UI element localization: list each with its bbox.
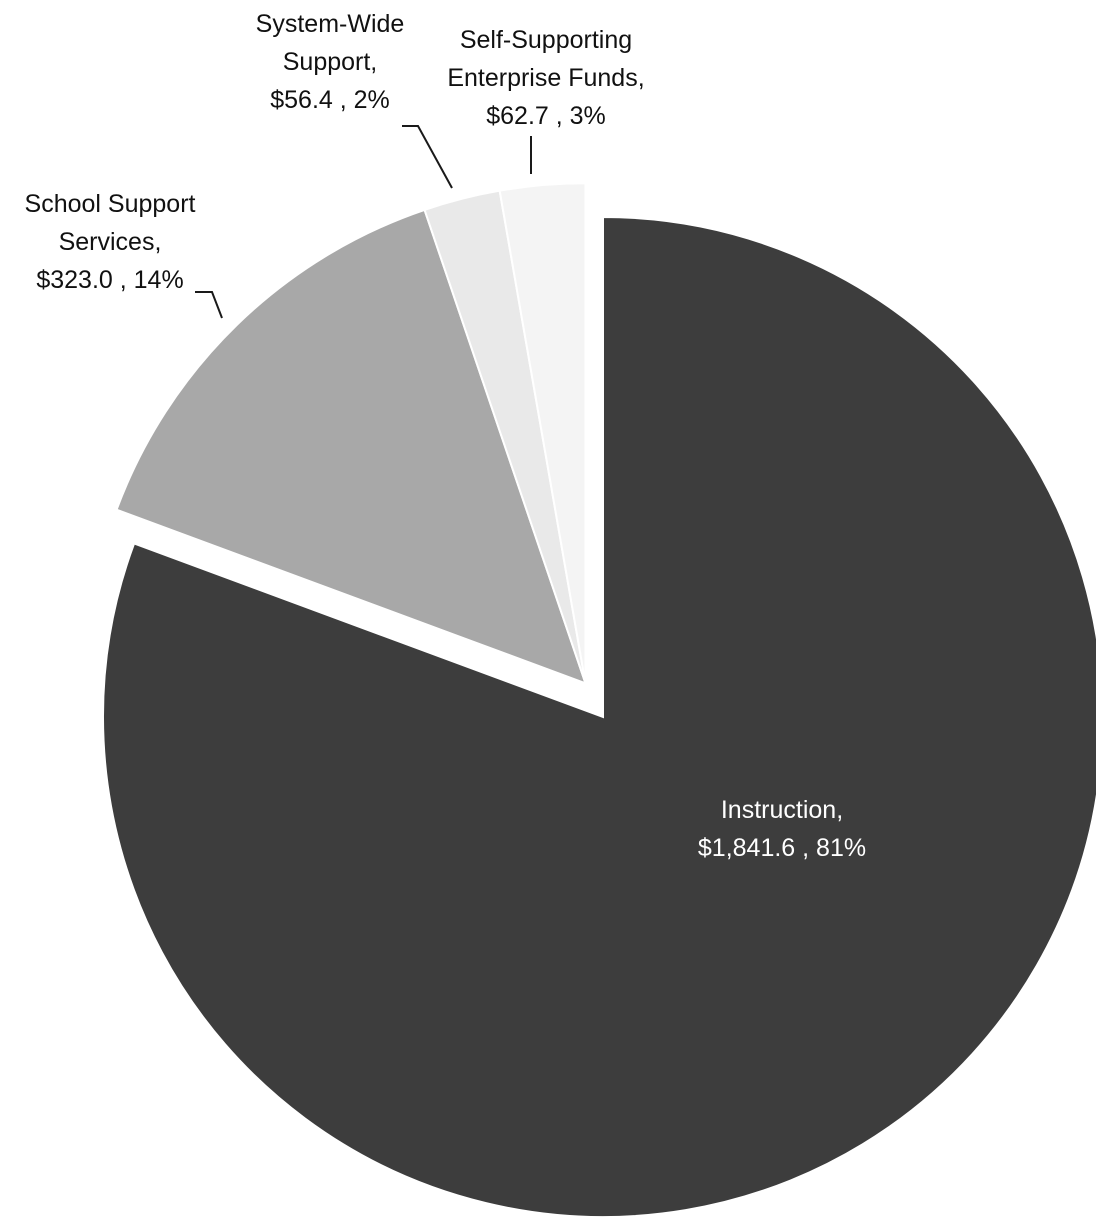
data-label-self-supporting-enterprise-funds: Self-Supporting Enterprise Funds, $62.7 , …: [447, 26, 644, 130]
labels-layer: Instruction, $1,841.6 , 81% School Support…: [25, 10, 867, 862]
data-label-line: $62.7 , 3%: [486, 102, 606, 130]
data-label-line: $56.4 , 2%: [270, 86, 390, 114]
data-label-line: School Support: [25, 190, 196, 218]
data-label-line: System-Wide: [256, 10, 405, 38]
pie-slice-instruction: [102, 215, 1096, 1218]
data-label-line: $323.0 , 14%: [36, 266, 183, 294]
data-label-line: Support,: [283, 48, 378, 76]
data-label-line: Services,: [59, 228, 162, 256]
slices-layer: [102, 182, 1096, 1218]
pie-slice-school-support-services: [115, 208, 588, 685]
data-label-line: Self-Supporting: [460, 26, 632, 54]
leader-line-school-support-services: [195, 291, 223, 319]
data-label-line: Instruction,: [721, 796, 843, 824]
data-label-line: Enterprise Funds,: [447, 64, 644, 92]
data-label-school-support-services: School Support Services, $323.0 , 14%: [25, 190, 196, 294]
leader-lines-layer: [195, 125, 532, 319]
data-label-system-wide-support: System-Wide Support, $56.4 , 2%: [256, 10, 405, 114]
data-label-line: $1,841.6 , 81%: [698, 834, 866, 862]
data-label-instruction: Instruction, $1,841.6 , 81%: [698, 796, 866, 862]
pie-slice-self-supporting-enterprise-funds: [498, 182, 587, 684]
leader-line-system-wide-support: [402, 125, 453, 189]
